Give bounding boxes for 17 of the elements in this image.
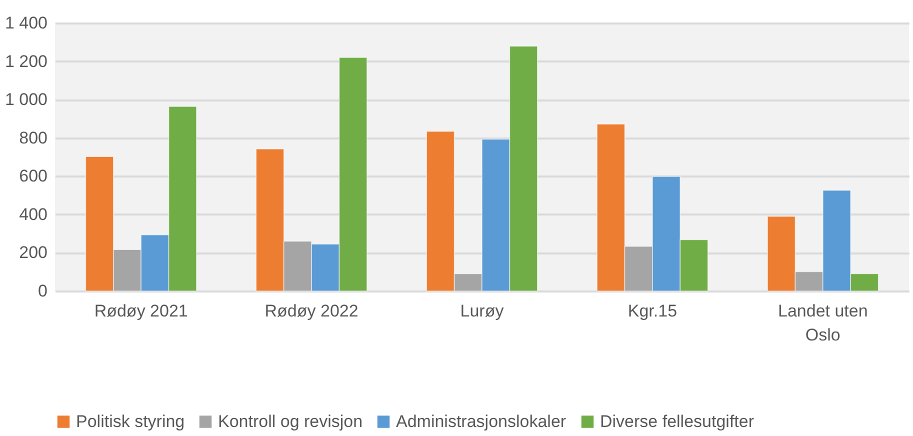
- y-tick-label: 600: [19, 166, 48, 186]
- y-tick-label: 1 000: [4, 90, 48, 110]
- y-tick-label: 1 200: [4, 52, 48, 71]
- x-tick-label: Rødøy 2022: [264, 302, 358, 320]
- x-tick-label: Lurøy: [460, 302, 504, 320]
- legend-label: Kontroll og revisjon: [218, 412, 363, 431]
- y-tick-label: 200: [19, 243, 48, 262]
- y-tick-label: 800: [19, 128, 48, 148]
- x-tick-label: Kgr.15: [628, 302, 678, 320]
- y-tick-label: 1 400: [4, 14, 48, 32]
- y-tick-label: 400: [19, 204, 48, 224]
- legend-label: Diverse fellesutgifter: [600, 412, 754, 431]
- legend-label: Administrasjonslokaler: [396, 412, 566, 431]
- x-tick-label: Landet uten Oslo: [778, 302, 868, 344]
- x-tick-label: Rødøy 2021: [94, 302, 188, 320]
- y-tick-label: 0: [38, 282, 48, 300]
- legend-label: Politisk styring: [76, 412, 185, 431]
